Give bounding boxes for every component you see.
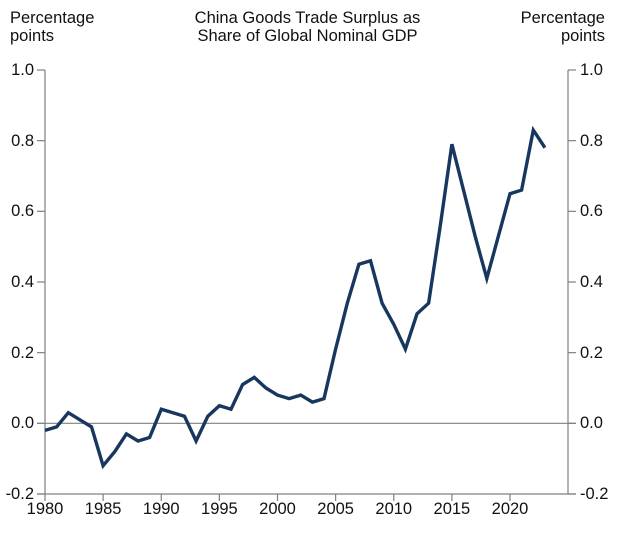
chart-title-line2: Share of Global Nominal GDP (197, 27, 418, 45)
right-axis-unit-label: Percentage points (521, 9, 605, 45)
right-axis-unit-line2: points (560, 27, 605, 45)
y-tick-label-left: 0.2 (11, 343, 34, 362)
y-tick-label-right: 0.6 (580, 202, 603, 221)
x-tick-label: 1990 (142, 500, 180, 518)
y-tick-label-right: 0.4 (580, 273, 603, 291)
right-axis-unit-line1: Percentage (520, 9, 605, 27)
left-axis-unit-line2: points (10, 27, 55, 45)
y-tick-label-left: 0.4 (11, 273, 34, 291)
y-tick-label-left: -0.2 (5, 485, 34, 503)
y-tick-label-right: 0.2 (580, 343, 603, 362)
chart-title-line1: China Goods Trade Surplus as (194, 9, 421, 27)
x-tick-label: 2005 (317, 500, 354, 518)
x-tick-label: 2010 (375, 500, 413, 518)
trade-surplus-line (44, 125, 547, 470)
x-tick-label: 1985 (84, 500, 122, 518)
y-tick-label-right: 0.0 (580, 414, 603, 433)
y-tick-label-left: 0.6 (11, 202, 34, 221)
y-tick-label-left: 0.8 (11, 131, 34, 150)
y-tick-label-right: -0.2 (580, 485, 609, 503)
x-tick-label: 2015 (433, 500, 471, 518)
y-tick-label-right: 0.8 (580, 131, 603, 150)
x-tick-label: 1995 (201, 500, 238, 518)
left-axis-unit-line1: Percentage (10, 9, 95, 27)
y-tick-label-left: 1.0 (11, 61, 34, 79)
x-tick-label: 2000 (259, 500, 296, 518)
x-tick-label: 2020 (491, 500, 529, 518)
left-axis-unit-label: Percentage points (10, 9, 94, 45)
y-tick-label-left: 0.0 (11, 414, 34, 433)
x-tick-label: 1980 (26, 500, 64, 518)
chart-title: China Goods Trade Surplus as Share of Gl… (147, 9, 468, 45)
y-tick-label-right: 1.0 (580, 61, 603, 79)
